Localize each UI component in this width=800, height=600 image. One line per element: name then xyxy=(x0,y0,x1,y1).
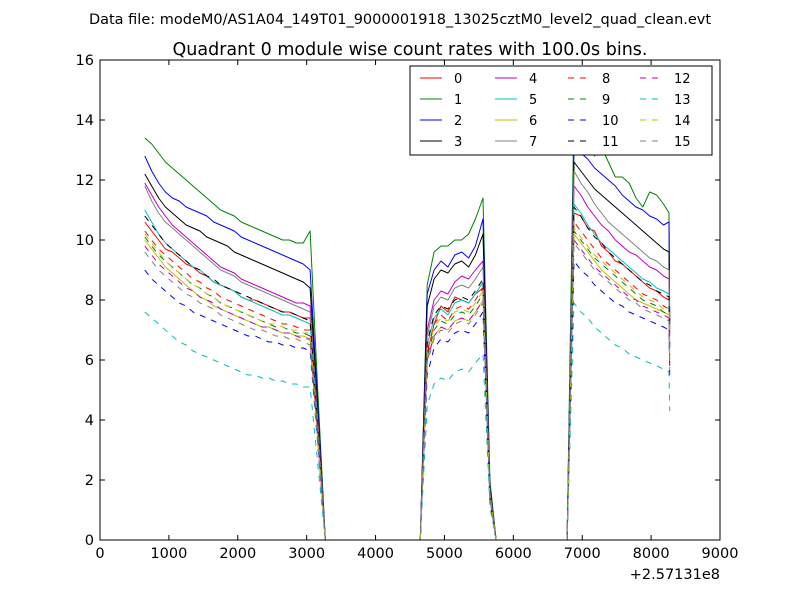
y-tick-label: 2 xyxy=(85,473,94,489)
legend-label-9: 9 xyxy=(602,93,610,108)
legend-label-5: 5 xyxy=(529,93,537,108)
y-tick-label: 14 xyxy=(76,113,94,129)
series-line-9 xyxy=(144,230,671,540)
x-tick-label: 6000 xyxy=(495,546,532,562)
legend-label-1: 1 xyxy=(454,93,462,108)
x-axis: 0 1000 2000 3000 4000 5000 6000 7000 8000 9000 xyxy=(95,60,738,562)
x-offset-label: +2.57131e8 xyxy=(630,567,720,583)
legend-label-7: 7 xyxy=(529,135,537,150)
legend-label-12: 12 xyxy=(674,72,691,87)
series-line-7 xyxy=(144,170,671,540)
legend-label-10: 10 xyxy=(602,114,619,129)
x-tick-label: 3000 xyxy=(288,546,325,562)
series-line-3 xyxy=(144,161,671,540)
series-line-4 xyxy=(144,182,671,540)
y-tick-label: 6 xyxy=(85,353,94,369)
x-tick-label: 5000 xyxy=(426,546,463,562)
legend-box xyxy=(409,65,713,156)
legend-label-8: 8 xyxy=(602,72,610,87)
x-tick-label: 7000 xyxy=(564,546,601,562)
y-tick-label: 4 xyxy=(85,413,94,429)
series-line-15 xyxy=(144,242,671,540)
y-tick-label: 8 xyxy=(85,293,94,309)
series-line-12 xyxy=(144,239,671,540)
series-line-8 xyxy=(144,221,671,540)
y-tick-label: 12 xyxy=(76,173,94,189)
plot-lines xyxy=(144,107,671,540)
legend-label-13: 13 xyxy=(674,93,691,108)
legend-label-2: 2 xyxy=(454,114,462,129)
legend-label-4: 4 xyxy=(529,72,537,87)
x-tick-label: 0 xyxy=(95,546,104,562)
series-line-6 xyxy=(144,233,671,540)
y-tick-label: 16 xyxy=(76,53,94,69)
series-line-5 xyxy=(144,203,671,540)
legend-label-3: 3 xyxy=(454,135,462,150)
x-tick-label: 2000 xyxy=(219,546,256,562)
x-tick-label: 8000 xyxy=(633,546,670,562)
x-tick-label: 1000 xyxy=(150,546,187,562)
figure-suptitle: Data file: modeM0/AS1A04_149T01_90000019… xyxy=(89,12,711,28)
series-line-13 xyxy=(144,302,671,540)
legend-label-0: 0 xyxy=(454,72,462,87)
x-tick-label: 9000 xyxy=(702,546,739,562)
series-line-10 xyxy=(144,260,671,540)
series-line-1 xyxy=(144,107,671,540)
y-tick-label: 10 xyxy=(76,233,94,249)
legend-label-15: 15 xyxy=(674,135,691,150)
series-line-11 xyxy=(144,206,671,540)
series-line-2 xyxy=(144,149,671,540)
y-tick-label: 0 xyxy=(85,533,94,549)
legend-label-14: 14 xyxy=(674,114,691,129)
legend-label-11: 11 xyxy=(602,135,619,150)
x-tick-label: 4000 xyxy=(357,546,394,562)
chart-title: Quadrant 0 module wise count rates with … xyxy=(173,40,648,60)
legend-label-6: 6 xyxy=(529,114,537,129)
series-line-14 xyxy=(144,227,671,540)
